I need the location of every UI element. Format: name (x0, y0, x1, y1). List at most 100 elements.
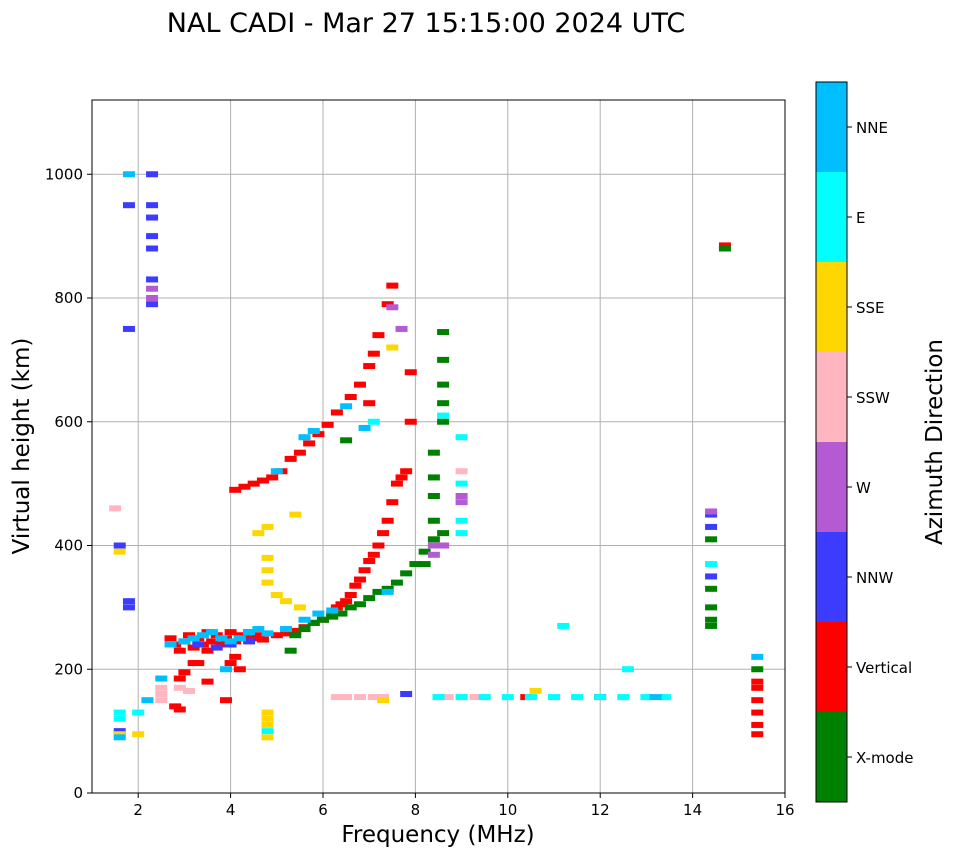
data-point-vertical (270, 632, 283, 639)
y-tick-label: 200 (54, 660, 83, 678)
data-point-vertical (344, 394, 357, 400)
data-point-w (146, 295, 159, 301)
data-point-x-mode (344, 604, 357, 611)
data-point-x-mode (705, 622, 718, 629)
colorbar-swatch (816, 352, 847, 442)
data-point-ssw (173, 684, 186, 691)
data-point-vertical (390, 480, 403, 487)
data-point-sse (113, 731, 126, 738)
data-point-vertical (718, 242, 731, 249)
x-tick-label: 6 (318, 801, 328, 819)
data-point-nnw (224, 641, 237, 648)
data-point-nnw (146, 276, 159, 283)
data-point-nne (243, 629, 256, 636)
data-point-x-mode (284, 647, 297, 654)
data-point-vertical (173, 675, 186, 682)
data-point-sse (529, 687, 542, 694)
data-point-sse (386, 344, 399, 351)
colorbar: X-mode Vertical NNW W SSW SSE E NNE (815, 81, 913, 803)
data-point-x-mode (409, 561, 422, 568)
data-point-nnw (122, 325, 135, 332)
data-point-nne (233, 635, 246, 642)
data-point-sse (261, 715, 274, 722)
data-point-vertical (233, 632, 246, 639)
data-point-ssw (155, 697, 168, 704)
data-point-vertical (751, 709, 764, 716)
x-tick-label: 12 (591, 801, 610, 819)
data-point-sse (113, 548, 126, 555)
data-point-vertical (252, 632, 265, 639)
x-tick-label: 2 (133, 801, 143, 819)
data-point-e (524, 694, 537, 701)
data-point-e (437, 412, 450, 419)
data-point-vertical (400, 468, 413, 475)
data-point-e (432, 694, 445, 701)
data-point-sse (261, 721, 274, 728)
colorbar-swatch (816, 172, 847, 262)
data-point-nnw (146, 202, 159, 209)
data-point-x-mode (390, 579, 403, 586)
data-point-vertical (164, 635, 177, 642)
data-point-e (455, 530, 468, 537)
data-point-vertical (751, 697, 764, 704)
data-point-w (455, 493, 468, 499)
data-point-sse (261, 734, 274, 741)
data-point-e (621, 666, 634, 673)
data-point-vertical (312, 431, 325, 438)
data-point-nne (751, 653, 764, 660)
data-point-x-mode (317, 616, 329, 623)
data-point-vertical (293, 449, 306, 456)
data-point-nnw (113, 728, 126, 735)
data-point-sse (280, 598, 293, 605)
colorbar-tick-label: Vertical (856, 659, 912, 677)
data-point-nne (178, 638, 191, 645)
data-point-vertical (751, 684, 764, 691)
data-point-vertical (377, 530, 390, 537)
colorbar-tick-label: X-mode (856, 749, 913, 767)
data-point-vertical (372, 542, 385, 549)
data-point-x-mode (418, 548, 431, 555)
data-point-vertical (381, 517, 394, 524)
data-point-x-mode (427, 474, 440, 481)
data-point-e (501, 694, 514, 701)
x-tick-label: 4 (226, 801, 236, 819)
plot-frame (91, 99, 786, 794)
data-point-e (557, 622, 570, 629)
y-axis-ticks: 0 200 400 600 800 1000 (45, 165, 92, 802)
colorbar-tick-label: SSE (856, 299, 885, 317)
data-point-vertical (344, 592, 357, 598)
data-point-vertical (363, 363, 376, 370)
data-point-nnw (192, 641, 205, 648)
x-axis-ticks: 2 4 6 8 10 12 14 16 (133, 793, 795, 819)
x-tick-label: 14 (683, 801, 702, 819)
data-point-x-mode (307, 619, 320, 626)
data-point-vertical (321, 421, 334, 428)
y-tick-label: 0 (73, 784, 83, 802)
data-point-nnw (122, 604, 135, 611)
x-axis-label: Frequency (MHz) (341, 822, 534, 848)
data-point-x-mode (353, 601, 366, 608)
data-point-nne (196, 632, 209, 639)
data-point-x-mode (705, 604, 718, 611)
data-point-vertical (326, 610, 339, 617)
y-axis-label: Virtual height (km) (9, 338, 35, 555)
data-point-x-mode (427, 517, 440, 524)
data-point-x-mode (437, 530, 450, 537)
data-point-sse (132, 731, 145, 738)
data-point-x-mode (705, 585, 718, 592)
data-point-vertical (330, 409, 343, 416)
data-point-vertical (247, 635, 260, 642)
data-point-nne (298, 616, 311, 623)
data-point-x-mode (289, 632, 302, 639)
data-point-nne (219, 666, 232, 673)
data-point-e (367, 418, 380, 425)
data-point-e (455, 434, 468, 441)
data-point-x-mode (427, 536, 440, 543)
data-point-vertical (751, 731, 764, 738)
data-point-nne (326, 607, 339, 614)
data-point-vertical (256, 477, 269, 484)
data-point-vertical (229, 486, 242, 493)
data-point-w (146, 285, 159, 292)
data-point-nne (206, 629, 219, 636)
